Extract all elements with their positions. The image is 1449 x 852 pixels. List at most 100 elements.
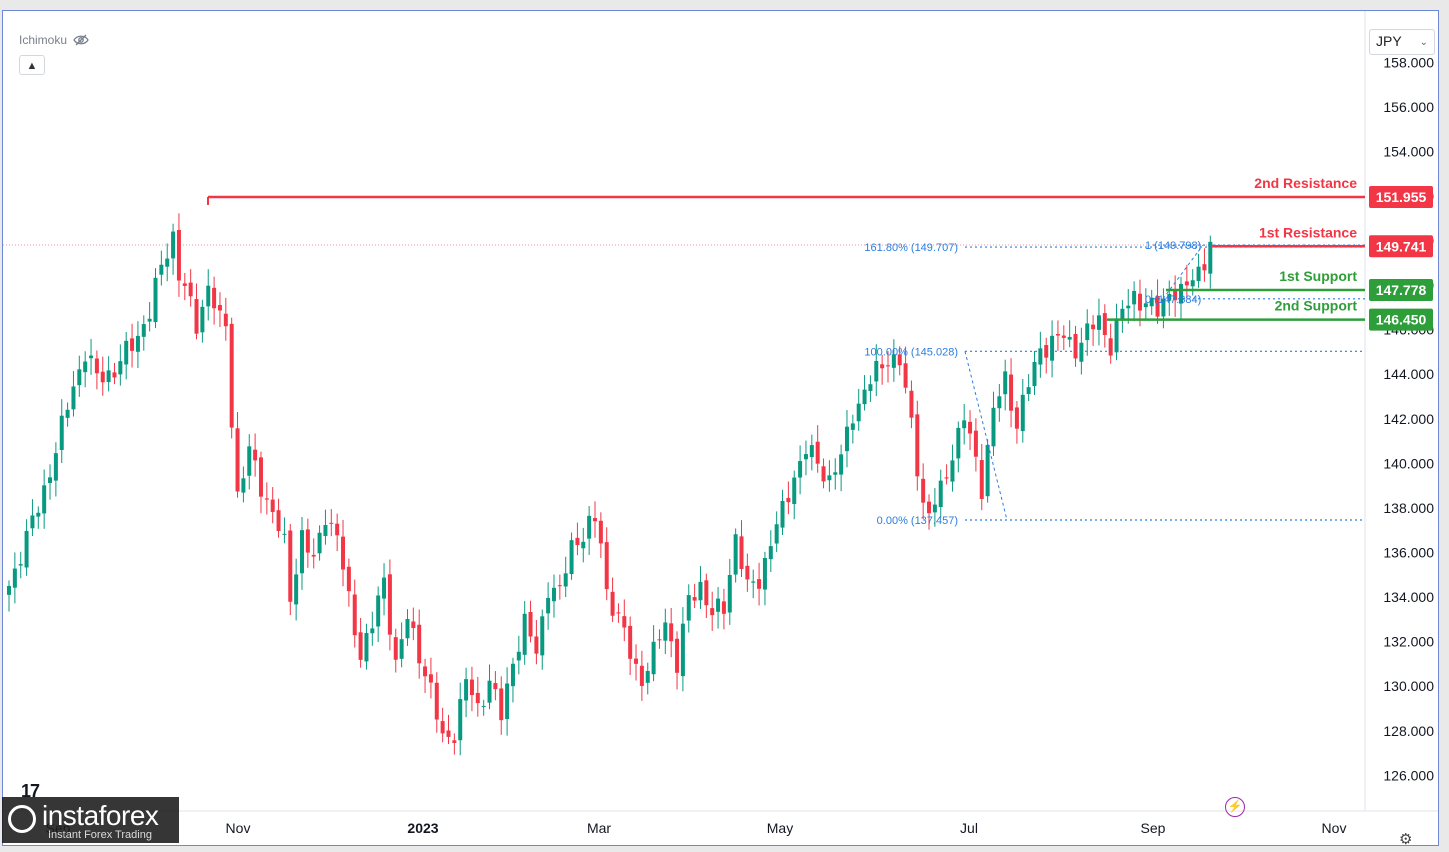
candle-body xyxy=(593,518,597,522)
level-label: 2nd Resistance xyxy=(1254,175,1357,191)
candle-body xyxy=(223,313,228,327)
candle-body xyxy=(891,354,896,368)
chevron-up-icon[interactable]: ▲ xyxy=(19,55,45,75)
candle-body xyxy=(675,638,680,673)
candle-body xyxy=(176,229,181,281)
candle-body xyxy=(65,409,70,418)
candle-body xyxy=(1108,338,1113,356)
fib-ext-trend-line xyxy=(1162,244,1204,300)
x-tick-label: Jul xyxy=(960,820,978,836)
y-tick-label: 128.000 xyxy=(1383,723,1434,739)
candle-body xyxy=(200,306,205,333)
candle-body xyxy=(89,355,94,359)
candle-body xyxy=(610,591,615,616)
candle-body xyxy=(1208,241,1213,274)
candle-body xyxy=(815,441,820,464)
candle-body xyxy=(1014,407,1019,429)
candle-body xyxy=(979,460,984,499)
candle-body xyxy=(546,597,551,614)
candle-body xyxy=(880,364,885,369)
candle-body xyxy=(1184,281,1189,286)
candle-body xyxy=(323,525,328,536)
candle-body xyxy=(557,585,562,587)
candle-body xyxy=(1079,342,1084,362)
y-tick-label: 136.000 xyxy=(1383,545,1434,561)
candle-body xyxy=(563,573,568,587)
candle-body xyxy=(587,515,592,539)
candle-body xyxy=(1202,264,1207,271)
candle-body xyxy=(100,371,105,383)
candle-body xyxy=(212,287,217,309)
candle-body xyxy=(329,522,334,524)
y-tick-label: 134.000 xyxy=(1383,589,1434,605)
candle-body xyxy=(1073,333,1078,359)
candle-body xyxy=(475,692,480,704)
x-tick-label: May xyxy=(767,820,793,836)
fib-ext-label: 0 (147.384) xyxy=(1145,294,1201,306)
y-tick-label: 126.000 xyxy=(1383,767,1434,783)
candle-body xyxy=(663,622,668,641)
candle-body xyxy=(282,533,287,535)
candle-body xyxy=(1167,293,1172,301)
price-chart[interactable]: 158.000156.000154.000152.000150.000148.0… xyxy=(3,11,1439,846)
candle-body xyxy=(733,534,738,575)
candle-body xyxy=(83,361,88,373)
candle-body xyxy=(1050,335,1055,361)
candle-body xyxy=(305,529,310,553)
candle-body xyxy=(669,623,674,642)
candle-body xyxy=(751,581,756,583)
candle-body xyxy=(387,574,392,635)
y-tick-label: 144.000 xyxy=(1383,366,1434,382)
candle-body xyxy=(276,510,281,531)
candle-body xyxy=(1067,336,1072,340)
watermark-tagline: Instant Forex Trading xyxy=(48,829,152,841)
candle-body xyxy=(968,421,973,434)
candle-body xyxy=(604,542,609,590)
candle-body xyxy=(956,427,961,459)
tradingview-logo: 17 xyxy=(21,781,40,801)
gear-icon[interactable]: ⚙ xyxy=(1399,831,1413,846)
y-tick-label: 154.000 xyxy=(1383,143,1434,159)
candle-body xyxy=(346,566,351,592)
candle-body xyxy=(1137,293,1142,311)
lightning-icon[interactable]: ⚡ xyxy=(1225,797,1245,817)
eye-off-icon[interactable] xyxy=(73,34,89,46)
candle-body xyxy=(446,730,451,737)
candle-body xyxy=(499,688,504,721)
currency-selector[interactable]: JPY ⌄ xyxy=(1369,29,1435,55)
candle-body xyxy=(423,666,428,677)
x-tick-label: 2023 xyxy=(407,820,438,836)
candle-body xyxy=(112,372,117,378)
candle-body xyxy=(264,498,269,500)
fib-ext-label: 1 (149.798) xyxy=(1145,240,1201,252)
candle-body xyxy=(616,612,621,614)
candle-body xyxy=(48,477,53,484)
level-price-tag xyxy=(1369,235,1433,258)
candle-body xyxy=(780,500,785,528)
candle-body xyxy=(487,680,492,703)
candle-body xyxy=(809,445,814,458)
candle-body xyxy=(206,285,211,307)
candle-body xyxy=(844,426,849,452)
candle-body xyxy=(130,338,135,351)
indicator-legend[interactable]: Ichimoku xyxy=(19,33,89,47)
candle-body xyxy=(651,641,656,675)
candle-body xyxy=(106,370,111,383)
candle-body xyxy=(1126,305,1131,309)
candle-body xyxy=(1032,361,1037,387)
candle-body xyxy=(798,461,803,478)
candle-body xyxy=(1132,290,1137,305)
candle-body xyxy=(253,449,258,461)
candle-body xyxy=(165,258,170,267)
candle-body xyxy=(856,403,861,422)
fib-trend-line xyxy=(964,351,1008,521)
candle-body xyxy=(757,579,762,589)
candle-body xyxy=(229,323,234,428)
candle-body xyxy=(1020,394,1025,432)
candle-body xyxy=(124,340,129,365)
candle-body xyxy=(135,335,140,352)
candle-body xyxy=(458,699,463,741)
indicator-name[interactable]: Ichimoku xyxy=(19,33,68,47)
candle-body xyxy=(680,623,685,677)
candle-body xyxy=(505,683,510,720)
